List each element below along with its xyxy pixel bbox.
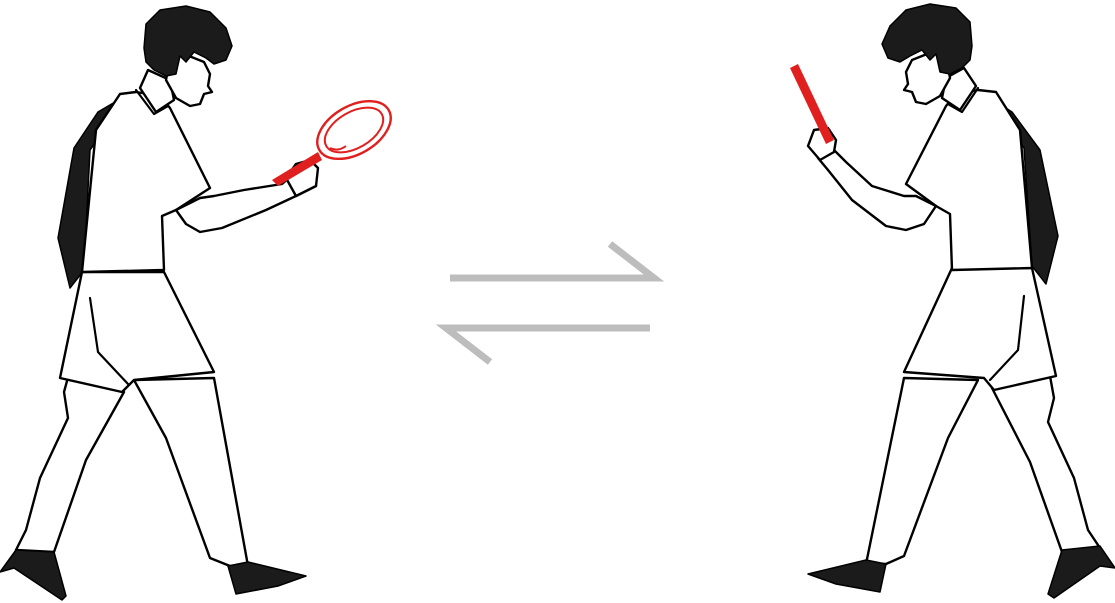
left-leg-front [132,376,250,568]
right-person [790,3,1115,599]
left-shorts [58,270,216,394]
backpack [57,91,133,289]
right-shirt [904,88,1034,272]
right-shoe-back [1047,545,1115,599]
left-shoe-front [227,561,307,595]
left-shoe-back [0,549,67,601]
right-leg-front [864,376,980,566]
magnifying-glass-icon [272,99,392,186]
exchange-arrows-icon [435,241,665,365]
right-leg-back [990,374,1102,554]
left-leg-back [14,368,126,554]
right-shorts [902,266,1058,392]
left-hair [143,5,233,77]
right-hair [881,3,973,75]
left-person [0,5,392,601]
backpack [977,89,1059,285]
right-shoe-front [807,559,887,593]
mobile-phone-icon [790,64,834,144]
